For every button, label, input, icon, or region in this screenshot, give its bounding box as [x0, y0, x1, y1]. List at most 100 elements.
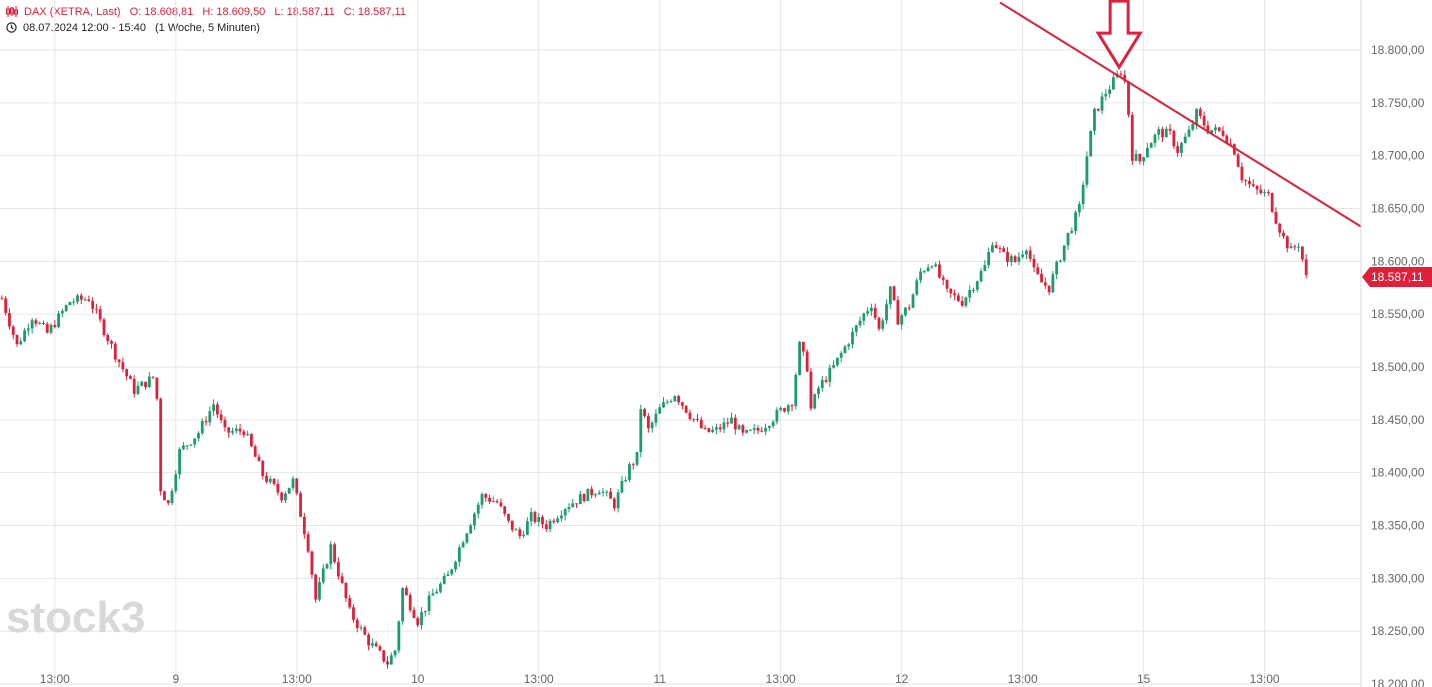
instrument-name: DAX (XETRA, Last)	[24, 6, 121, 18]
candle-body	[53, 325, 57, 328]
annotations	[999, 0, 1362, 228]
candle-body	[38, 322, 42, 324]
candle-body	[102, 319, 106, 336]
candle-body	[253, 446, 257, 457]
candle-body	[930, 266, 934, 268]
candle-body	[1051, 274, 1055, 293]
candle-body	[397, 621, 401, 651]
candle-body	[1145, 147, 1149, 158]
price-axis[interactable]: 18.200,00 18.250,00 18.300,00 18.350,00 18.4…	[1371, 43, 1425, 687]
candle-body	[1164, 128, 1168, 138]
candle-body	[49, 325, 53, 333]
x-tick-label: 11	[653, 672, 666, 686]
candle-body	[250, 434, 253, 447]
candle-body	[544, 524, 548, 529]
candle-body	[726, 422, 730, 424]
candle-body	[847, 344, 851, 347]
candle-body	[431, 593, 435, 596]
candle-body	[1176, 146, 1180, 153]
candle-body	[938, 264, 941, 278]
candle-body	[1085, 156, 1089, 185]
candle-body	[1066, 232, 1070, 246]
candle-body	[95, 308, 98, 310]
candle-body	[956, 295, 960, 301]
candle-body	[643, 409, 646, 417]
candle-body	[839, 352, 843, 358]
candle-body	[760, 430, 764, 432]
trend-line	[999, 1, 1362, 228]
candle-body	[200, 421, 204, 434]
candle-body	[412, 610, 416, 618]
candle-body	[155, 377, 159, 399]
candle-body	[8, 312, 11, 327]
candle-body	[707, 428, 711, 432]
candle-body	[1127, 81, 1130, 115]
candle-body	[1025, 250, 1028, 255]
candle-body	[246, 434, 250, 436]
candle-body	[896, 300, 900, 325]
candle-body	[1009, 256, 1013, 263]
candle-body	[1111, 77, 1115, 90]
candle-body	[367, 634, 371, 646]
candle-body	[715, 427, 718, 430]
candle-body	[1130, 114, 1134, 161]
candle-body	[352, 607, 355, 620]
candle-body	[1240, 166, 1244, 181]
candle-body	[601, 491, 605, 493]
candle-body	[885, 304, 888, 321]
candle-body	[1123, 74, 1127, 82]
chart-period: (1 Woche, 5 Minuten)	[155, 22, 260, 34]
candle-body	[654, 413, 658, 423]
x-tick-label: 13:00	[1008, 672, 1038, 686]
candle-body	[590, 488, 594, 496]
candle-body	[1096, 108, 1100, 111]
candle-body	[904, 307, 907, 316]
candle-body	[0, 298, 4, 300]
y-tick-label: 18.700,00	[1371, 149, 1425, 163]
candle-body	[439, 583, 442, 592]
candle-body	[741, 425, 745, 433]
candle-body	[764, 427, 767, 432]
candle-body	[299, 493, 302, 517]
candle-body	[990, 245, 994, 253]
candle-body	[533, 512, 537, 523]
candle-body	[1138, 154, 1142, 162]
candle-body	[1289, 246, 1293, 249]
y-tick-label: 18.800,00	[1371, 43, 1425, 57]
candle-body	[231, 431, 234, 433]
chart-header-line1: DAX (XETRA, Last) O: 18.608,81 H: 18.609…	[6, 6, 412, 20]
candle-body	[363, 627, 367, 635]
candle-body	[953, 293, 956, 296]
candle-body	[979, 270, 983, 282]
candle-body	[560, 515, 563, 519]
candle-body	[60, 310, 64, 314]
candle-body	[680, 402, 684, 406]
candle-body	[1153, 134, 1157, 144]
candle-body	[401, 588, 405, 622]
candle-body	[1055, 261, 1059, 275]
candle-body	[110, 341, 113, 344]
candle-body	[503, 506, 507, 514]
candle-body	[669, 401, 673, 403]
candle-body	[854, 325, 858, 332]
candle-body	[650, 422, 654, 429]
candle-body	[620, 480, 624, 493]
candle-body	[336, 562, 340, 577]
candle-body	[586, 488, 590, 502]
candle-body	[15, 334, 19, 345]
candle-body	[828, 367, 832, 382]
candle-body	[805, 351, 809, 372]
candle-body	[514, 529, 518, 531]
time-axis[interactable]: 13:00 9 13:00 10 13:00 11 13:00 12 13:00 15 13:00	[40, 672, 1280, 686]
candle-body	[862, 313, 866, 321]
candle-body	[998, 248, 1002, 250]
candle-body	[612, 498, 616, 509]
y-tick-label: 18.600,00	[1371, 254, 1425, 268]
candle-body	[151, 376, 155, 378]
y-tick-label: 18.200,00	[1371, 677, 1425, 687]
candle-body	[1202, 115, 1206, 126]
candle-body	[866, 311, 870, 314]
candle-body	[1180, 143, 1183, 153]
candle-body	[64, 305, 68, 311]
